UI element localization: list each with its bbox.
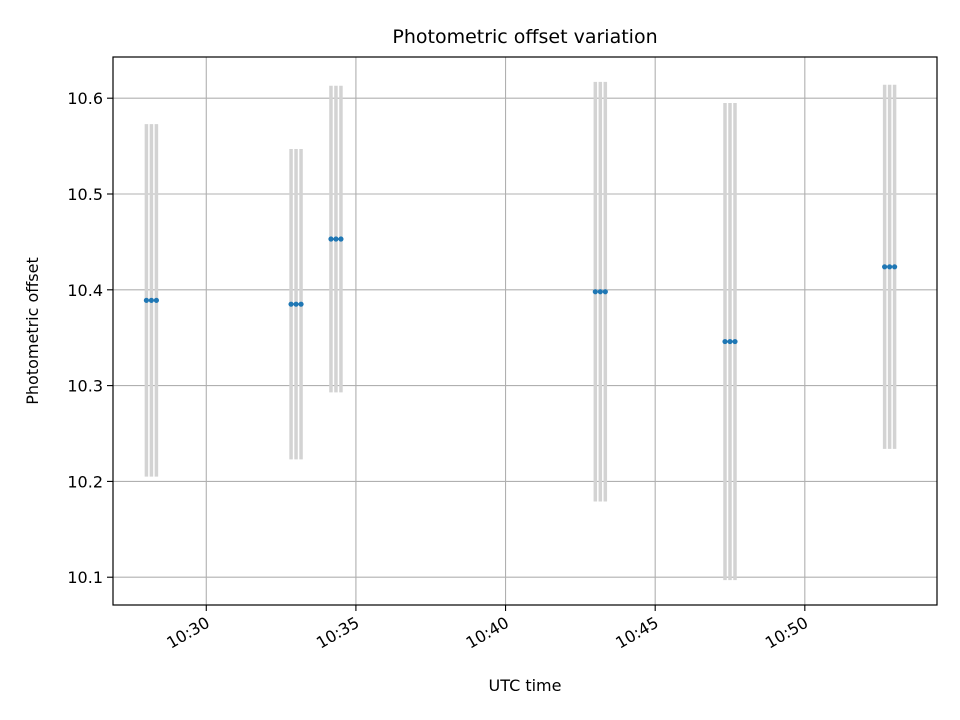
y-tick-label: 10.4 bbox=[67, 281, 103, 300]
data-point bbox=[153, 297, 159, 303]
data-point bbox=[882, 264, 888, 270]
x-tick-label: 10:30 bbox=[163, 613, 212, 653]
data-point bbox=[143, 297, 150, 303]
data-point bbox=[597, 289, 603, 295]
data-point bbox=[298, 301, 304, 307]
data-point bbox=[887, 264, 893, 270]
data-point bbox=[293, 301, 299, 307]
data-point bbox=[722, 338, 728, 345]
data-point bbox=[148, 297, 155, 303]
x-tick-label: 10:40 bbox=[463, 613, 512, 653]
chart-title: Photometric offset variation bbox=[392, 26, 657, 48]
y-tick-label: 10.5 bbox=[67, 185, 103, 204]
x-tick-label: 10:45 bbox=[612, 613, 661, 653]
data-point bbox=[333, 236, 339, 242]
x-tick-label: 10:50 bbox=[762, 613, 811, 653]
x-axis: 10:30 10:35 10:40 10:45 10:50 bbox=[163, 605, 811, 652]
y-tick-label: 10.6 bbox=[67, 89, 103, 108]
x-axis-title: UTC time bbox=[489, 676, 562, 695]
y-axis-title: Photometric offset bbox=[23, 257, 42, 405]
y-tick-label: 10.1 bbox=[67, 568, 103, 587]
data-point bbox=[338, 236, 344, 242]
y-tick-label: 10.2 bbox=[67, 472, 103, 491]
data-point bbox=[328, 236, 334, 242]
data-point bbox=[592, 289, 598, 295]
x-tick-label: 10:35 bbox=[313, 613, 362, 653]
grid bbox=[113, 57, 937, 605]
data-points bbox=[143, 236, 898, 345]
y-tick-label: 10.3 bbox=[67, 377, 103, 396]
data-point bbox=[732, 338, 738, 345]
data-point bbox=[602, 289, 608, 295]
data-point bbox=[892, 264, 898, 270]
plot-frame bbox=[112, 56, 938, 606]
error-bars bbox=[144, 81, 897, 581]
data-point bbox=[288, 301, 294, 307]
data-point bbox=[727, 338, 733, 345]
y-axis: 10.1 10.2 10.3 10.4 10.5 10.6 bbox=[67, 89, 113, 587]
